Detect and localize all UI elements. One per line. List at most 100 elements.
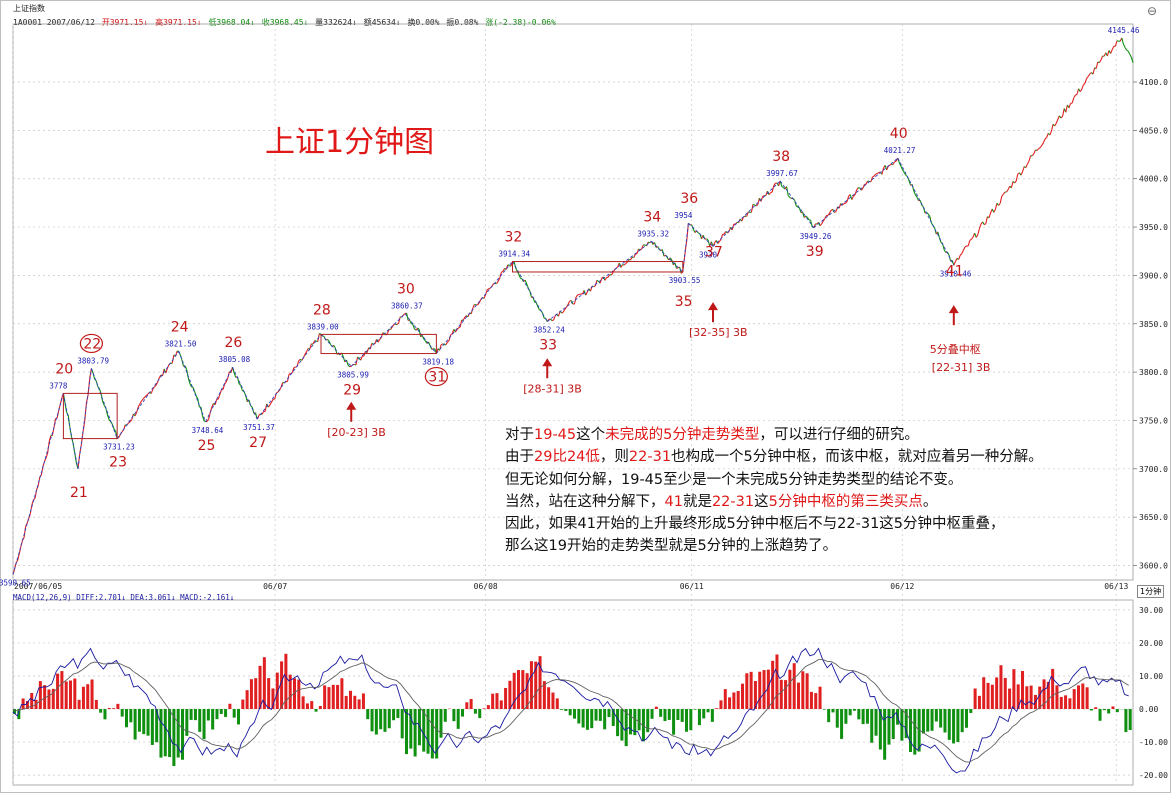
period-button[interactable]: 1分钟 (1137, 585, 1165, 598)
macd-bar (853, 709, 857, 711)
macd-bar (86, 684, 90, 710)
price-segment (464, 315, 467, 318)
price-segment (445, 341, 448, 346)
price-segment (267, 404, 271, 408)
price-segment (398, 316, 401, 324)
macd-bar (934, 709, 938, 722)
macd-bar (792, 663, 796, 710)
price-tick-label: 3900.0 (1139, 271, 1168, 280)
price-segment (821, 220, 824, 224)
macd-bar (585, 709, 589, 730)
macd-bar (219, 709, 223, 714)
price-segment (187, 377, 191, 384)
macd-bar (297, 679, 301, 710)
macd-bar (228, 703, 232, 710)
price-segment (477, 302, 480, 306)
price-segment (462, 316, 466, 321)
price-segment (841, 203, 845, 206)
macd-bar (861, 709, 865, 725)
price-segment (1039, 145, 1043, 148)
macd-bar (857, 709, 861, 720)
price-segment (224, 381, 227, 385)
price-segment (819, 223, 823, 227)
macd-bar (741, 683, 745, 710)
price-segment (998, 202, 1001, 206)
macd-bar (469, 699, 473, 710)
macd-bar (284, 653, 288, 710)
price-segment (459, 319, 463, 328)
macd-bar (495, 693, 499, 710)
macd-bar (753, 681, 757, 710)
price-segment (264, 403, 268, 412)
price-segment (886, 166, 889, 171)
macd-bar (1089, 709, 1093, 711)
price-segment (219, 389, 222, 395)
price-label: 4145.46 (1108, 26, 1140, 35)
price-segment (499, 271, 502, 278)
macd-bar (633, 709, 637, 736)
price-segment (977, 228, 980, 235)
price-segment (770, 191, 773, 194)
macd-bar (977, 695, 981, 710)
macd-bar (189, 709, 193, 720)
macd-bar (116, 703, 120, 710)
price-segment (983, 223, 987, 226)
macd-bar (680, 709, 684, 722)
price-segment (106, 414, 110, 420)
price-segment (535, 302, 539, 307)
macd-bar (163, 709, 167, 757)
macd-bar (172, 709, 176, 767)
price-segment (377, 339, 381, 343)
price-segment (707, 239, 711, 247)
price-segment (403, 313, 406, 316)
price-segment (154, 384, 157, 388)
price-segment (233, 372, 237, 378)
macd-tick-label: 30.00 (1139, 606, 1163, 615)
wave-line (712, 180, 781, 247)
macd-bar (818, 686, 822, 710)
macd-bar (1059, 696, 1063, 710)
wave-line (688, 222, 714, 247)
macd-bar (745, 673, 749, 710)
macd-bar (349, 690, 353, 710)
price-segment (1015, 173, 1019, 182)
price-segment (550, 318, 553, 322)
macd-bar (573, 709, 577, 719)
price-segment (1038, 147, 1041, 150)
macd-bar (870, 709, 874, 743)
price-segment (1007, 185, 1011, 190)
close-icon[interactable]: ⊖ (1146, 4, 1157, 18)
price-segment (838, 203, 842, 209)
macd-bar (1098, 709, 1102, 721)
price-segment (288, 373, 291, 375)
price-segment (760, 196, 764, 202)
close-value: 收3968.45↓ (261, 18, 309, 27)
macd-bar (887, 709, 891, 745)
macd-bar (133, 709, 137, 740)
macd-bar (710, 709, 714, 722)
price-segment (1127, 50, 1131, 55)
macd-bar (685, 709, 689, 732)
price-segment (1129, 53, 1132, 58)
macd-bar (254, 678, 258, 710)
price-segment (903, 172, 907, 176)
note-segment: 那么这19开始的走势类型就是5分钟的上涨趋势了。 (505, 538, 838, 555)
macd-bar (168, 709, 172, 758)
macd-bar (465, 702, 469, 710)
price-segment (860, 187, 864, 191)
price-segment (184, 365, 188, 370)
price-segment (333, 344, 336, 349)
macd-bar (310, 701, 314, 710)
price-segment (954, 258, 958, 262)
price-segment (1020, 171, 1024, 176)
macd-bar (697, 709, 701, 726)
price-segment (1079, 88, 1083, 92)
price-segment (937, 231, 940, 238)
price-segment (1081, 84, 1084, 90)
macd-bar (452, 709, 456, 722)
price-segment (765, 190, 768, 196)
macd-bar (728, 697, 732, 710)
price-segment (1062, 108, 1065, 117)
price-segment (395, 323, 398, 326)
macd-bar (598, 709, 602, 721)
